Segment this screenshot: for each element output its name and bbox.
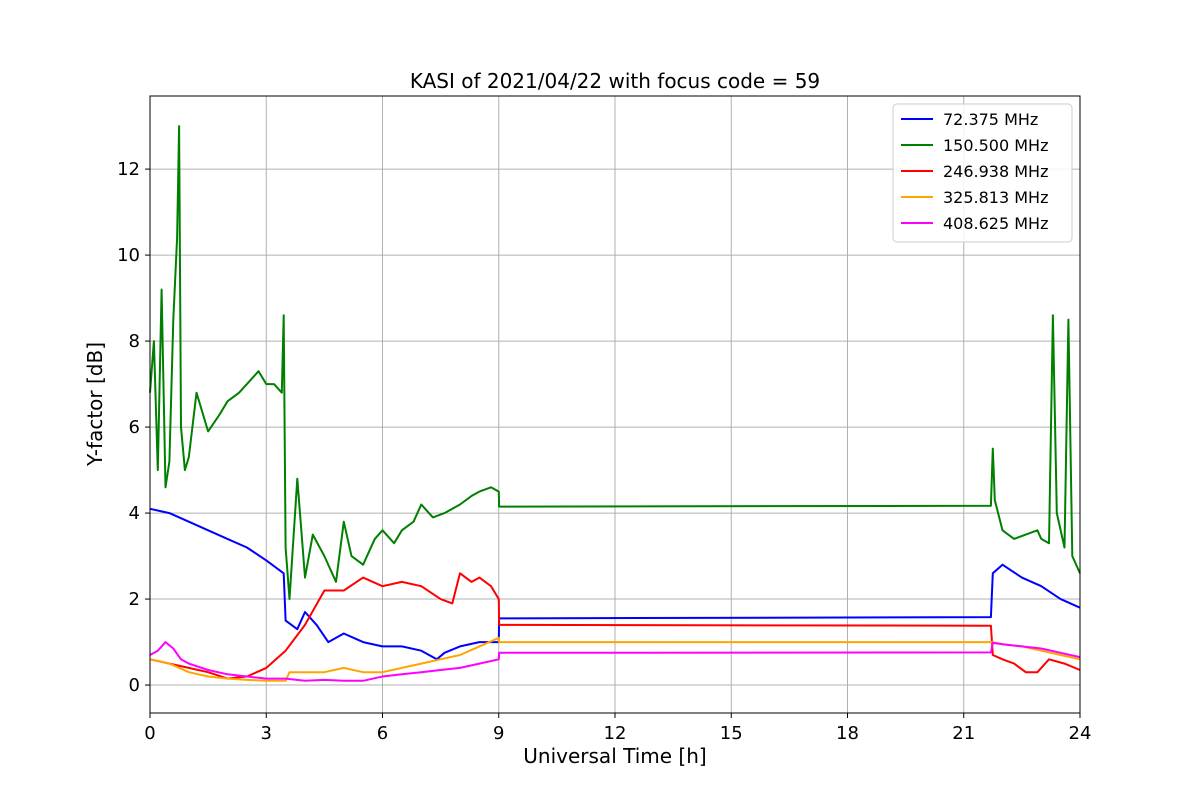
- y-axis-label: Y-factor [dB]: [83, 342, 107, 467]
- x-tick-label: 0: [144, 723, 155, 744]
- x-tick-label: 21: [952, 723, 975, 744]
- x-tick-label: 18: [836, 723, 859, 744]
- series-line: [149, 641, 1081, 682]
- legend-label: 408.625 MHz: [943, 214, 1048, 233]
- x-axis-label: Universal Time [h]: [523, 744, 706, 768]
- chart-title: KASI of 2021/04/22 with focus code = 59: [410, 69, 820, 93]
- series-line: [149, 507, 1081, 661]
- y-tick-label: 4: [129, 503, 140, 524]
- legend-label: 150.500 MHz: [943, 136, 1048, 155]
- x-tick-label: 6: [377, 723, 388, 744]
- y-tick-label: 6: [129, 417, 140, 438]
- y-tick-label: 12: [117, 159, 140, 180]
- x-tick-label: 24: [1069, 723, 1092, 744]
- x-tick-label: 15: [720, 723, 743, 744]
- x-axis-ticks: 0 3 6 9 12 15 18 21 24: [144, 713, 1091, 744]
- y-tick-label: 8: [129, 331, 140, 352]
- series-line: [149, 572, 1081, 680]
- y-tick-label: 10: [117, 245, 140, 266]
- y-tick-label: 2: [129, 589, 140, 610]
- legend-box: [892, 103, 1073, 243]
- series-line: [149, 125, 1081, 601]
- x-tick-label: 12: [604, 723, 627, 744]
- x-tick-label: 9: [493, 723, 504, 744]
- legend-label: 246.938 MHz: [943, 162, 1048, 181]
- x-tick-label: 3: [261, 723, 272, 744]
- y-tick-label: 0: [129, 675, 140, 696]
- legend-label: 325.813 MHz: [943, 188, 1048, 207]
- legend-label: 72.375 MHz: [943, 110, 1038, 129]
- y-axis-ticks: 0 2 4 6 8 10 12: [117, 159, 150, 696]
- series-layer: [149, 125, 1081, 682]
- legend: 72.375 MHz 150.500 MHz 246.938 MHz 325.813 …: [892, 103, 1073, 243]
